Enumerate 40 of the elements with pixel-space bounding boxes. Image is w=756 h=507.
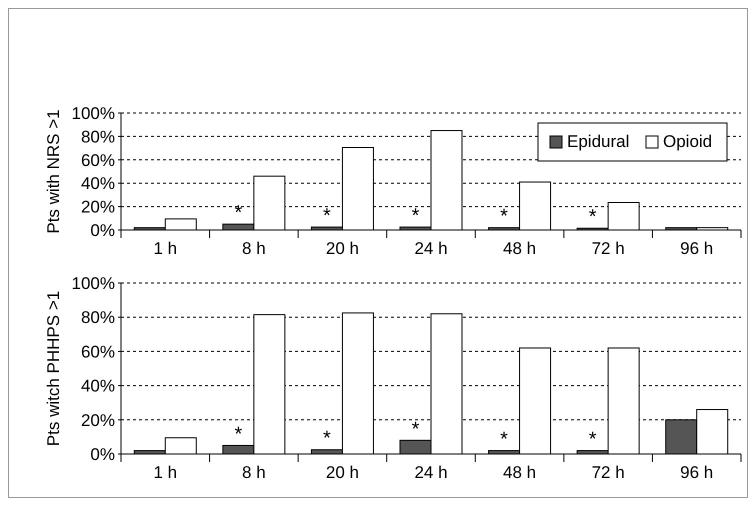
x-tick-label: 8 h <box>242 239 266 258</box>
x-tick-label: 96 h <box>680 239 714 258</box>
y-tick-label: 20% <box>80 198 115 217</box>
x-tick-label: 24 h <box>414 463 448 482</box>
x-tick-label: 24 h <box>414 239 448 258</box>
x-tick-label: 20 h <box>326 463 359 482</box>
y-tick-label: 80% <box>80 308 115 328</box>
y-tick-label: 60% <box>80 150 115 170</box>
x-tick-label: 96 h <box>680 463 714 482</box>
annotation: * <box>500 206 508 228</box>
y-tick-label: 0% <box>90 444 115 464</box>
x-tick-label: 72 h <box>592 239 625 258</box>
annotation: * <box>588 428 597 451</box>
y-tick-label: 100% <box>72 104 115 123</box>
annotation: * <box>412 418 420 440</box>
x-tick-label: 1 h <box>153 463 178 482</box>
x-tick-label: 20 h <box>326 239 359 258</box>
x-tick-label: 72 h <box>592 463 625 482</box>
y-tick-label: 20% <box>80 410 115 430</box>
y-tick-label: 100% <box>72 274 115 293</box>
y-axis-title: Pts with NRS >1 <box>44 109 63 234</box>
y-tick-label: 40% <box>80 174 115 194</box>
annotation: * <box>323 205 332 228</box>
y-tick-label: 40% <box>80 376 115 396</box>
legend-label: Opioid <box>663 132 712 151</box>
x-tick-label: 8 h <box>242 463 266 482</box>
y-axis-title: Pts witch PHHPS >1 <box>44 290 63 446</box>
legend-label: Epidural <box>567 132 630 151</box>
annotation: * <box>500 428 508 451</box>
y-tick-label: 60% <box>80 342 115 362</box>
annotation: * <box>323 428 332 450</box>
annotation: * <box>234 202 242 224</box>
y-tick-label: 80% <box>80 127 115 146</box>
annotation: * <box>412 205 420 228</box>
y-tick-label: 0% <box>90 220 115 240</box>
annotation: * <box>588 206 597 228</box>
x-tick-label: 48 h <box>503 463 536 482</box>
x-tick-label: 48 h <box>503 239 536 258</box>
annotation: * <box>234 423 242 446</box>
x-tick-label: 1 h <box>153 239 178 258</box>
